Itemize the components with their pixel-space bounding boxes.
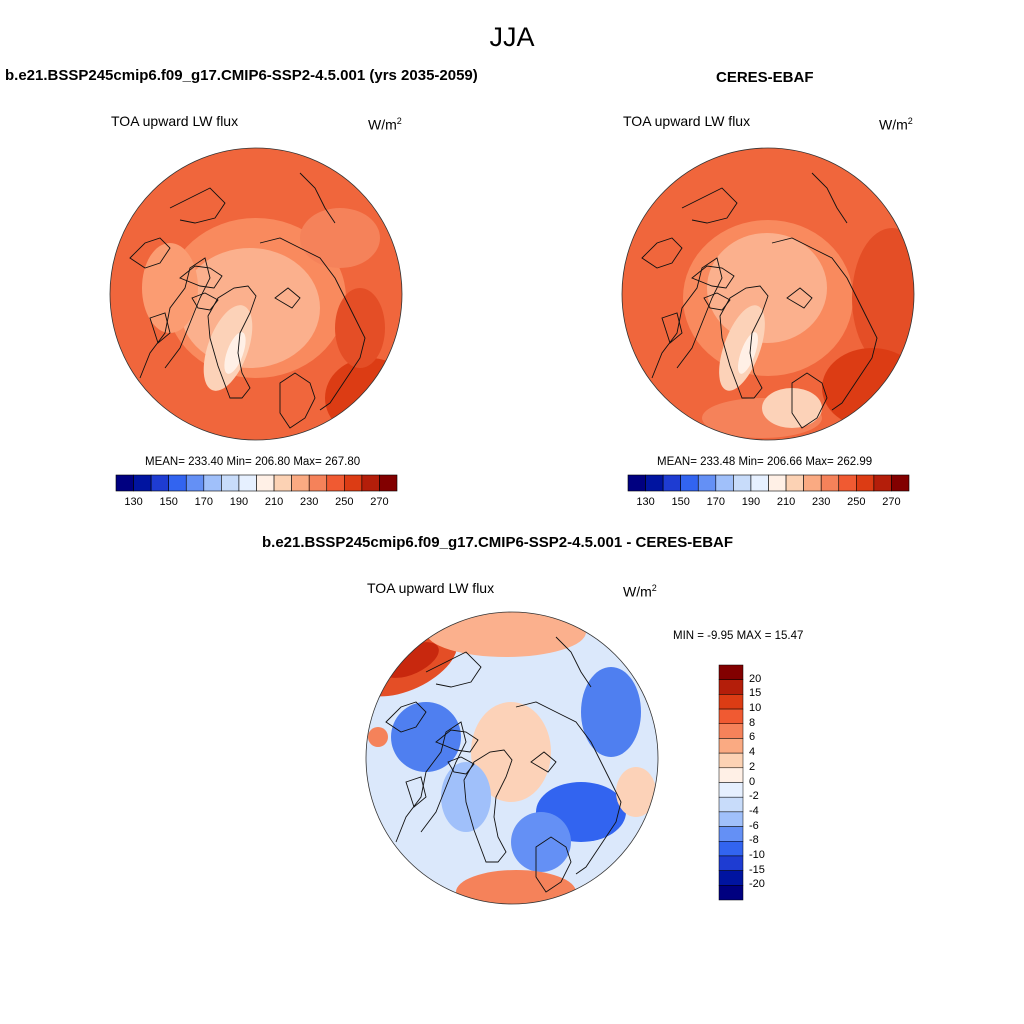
colorbar-swatch — [308, 474, 328, 492]
colorbar-swatch — [750, 474, 769, 492]
colorbar-tick-label: 0 — [749, 775, 756, 788]
colorbar-swatch — [718, 885, 744, 901]
colorbar-swatch — [718, 782, 744, 798]
colorbar-swatch — [185, 474, 205, 492]
panel1-stats: MEAN= 233.40 Min= 206.80 Max= 267.80 — [145, 456, 361, 468]
panel3-units-label: W/m2 — [623, 583, 657, 600]
colorbar-swatch — [873, 474, 892, 492]
panel2-units-label: W/m2 — [879, 116, 913, 133]
colorbar-tick-label: -15 — [749, 863, 765, 876]
colorbar-swatch — [718, 841, 744, 857]
colorbar-swatch — [820, 474, 840, 492]
colorbar-tick-label: 15 — [749, 687, 762, 700]
colorbar-swatch — [680, 474, 699, 492]
figure-title: JJA — [489, 22, 535, 52]
colorbar-tick-label: 230 — [812, 496, 831, 508]
colorbar-swatch — [662, 474, 681, 492]
colorbar-swatch — [803, 474, 822, 492]
panel1-title: b.e21.BSSP245cmip6.f09_g17.CMIP6-SSP2-4.… — [5, 67, 478, 84]
panel2-colorbar — [627, 474, 910, 492]
colorbar-tick-label: -4 — [749, 804, 759, 817]
colorbar-swatch — [697, 474, 717, 492]
colorbar-tick-label: 130 — [636, 496, 655, 508]
colorbar-tick-label: 230 — [300, 496, 319, 508]
panel2-polar-map — [621, 147, 915, 441]
colorbar-swatch — [133, 474, 152, 492]
colorbar-swatch — [856, 474, 875, 492]
colorbar-tick-label: 210 — [776, 496, 796, 508]
colorbar-swatch — [718, 723, 744, 739]
colorbar-swatch — [718, 826, 744, 842]
colorbar-swatch — [291, 474, 310, 492]
colorbar-tick-label: 130 — [124, 496, 143, 508]
colorbar-tick-label: -10 — [749, 848, 765, 861]
colorbar-swatch — [115, 474, 134, 492]
colorbar-swatch — [627, 474, 646, 492]
colorbar-swatch — [273, 474, 292, 492]
colorbar-swatch — [768, 474, 787, 492]
colorbar-swatch — [344, 474, 363, 492]
colorbar-tick-label: 6 — [749, 731, 756, 744]
colorbar-swatch — [203, 474, 222, 492]
colorbar-tick-label: 270 — [882, 496, 901, 508]
panel2-title: CERES-EBAF — [716, 69, 814, 86]
colorbar-tick-label: -20 — [749, 878, 765, 891]
colorbar-swatch — [645, 474, 664, 492]
colorbar-swatch — [256, 474, 275, 492]
colorbar-swatch — [361, 474, 380, 492]
panel3-colorbar — [718, 664, 744, 901]
colorbar-tick-label: 20 — [749, 672, 762, 685]
colorbar-tick-label: 150 — [671, 496, 690, 508]
colorbar-tick-label: 150 — [159, 496, 178, 508]
colorbar-swatch — [715, 474, 734, 492]
colorbar-tick-label: 10 — [749, 702, 762, 715]
colorbar-tick-label: 8 — [749, 716, 756, 729]
colorbar-swatch — [718, 708, 744, 724]
panel1-colorbar — [115, 474, 398, 492]
colorbar-swatch — [379, 474, 398, 492]
colorbar-swatch — [718, 738, 744, 754]
colorbar-tick-label: -8 — [749, 834, 759, 847]
colorbar-tick-label: 190 — [229, 496, 249, 508]
colorbar-tick-label: 210 — [264, 496, 284, 508]
colorbar-tick-label: 270 — [370, 496, 389, 508]
colorbar-tick-label: 4 — [749, 746, 756, 759]
colorbar-swatch — [168, 474, 187, 492]
colorbar-swatch — [891, 474, 910, 492]
colorbar-swatch — [718, 870, 744, 886]
panel3-polar-map — [365, 611, 659, 905]
colorbar-tick-label: 170 — [706, 496, 725, 508]
colorbar-swatch — [718, 679, 744, 695]
panel2-variable-label: TOA upward LW flux — [623, 113, 751, 129]
colorbar-swatch — [785, 474, 804, 492]
colorbar-tick-label: -2 — [749, 790, 759, 803]
colorbar-swatch — [718, 694, 744, 710]
colorbar-tick-label: 250 — [335, 496, 354, 508]
colorbar-swatch — [718, 811, 744, 827]
colorbar-swatch — [221, 474, 240, 492]
colorbar-tick-label: -6 — [749, 819, 759, 832]
colorbar-tick-label: 170 — [194, 496, 213, 508]
colorbar-swatch — [150, 474, 169, 492]
colorbar-swatch — [326, 474, 345, 492]
panel1-units-label: W/m2 — [368, 116, 402, 133]
colorbar-swatch — [718, 664, 744, 680]
colorbar-swatch — [238, 474, 257, 492]
colorbar-swatch — [718, 767, 744, 783]
colorbar-tick-label: 2 — [749, 760, 756, 773]
panel3-title: b.e21.BSSP245cmip6.f09_g17.CMIP6-SSP2-4.… — [262, 534, 734, 551]
colorbar-tick-label: 190 — [741, 496, 761, 508]
panel1-polar-map — [109, 147, 403, 441]
colorbar-tick-label: 250 — [847, 496, 866, 508]
colorbar-swatch — [718, 796, 744, 813]
panel3-variable-label: TOA upward LW flux — [367, 580, 495, 596]
panel1-variable-label: TOA upward LW flux — [111, 113, 239, 129]
colorbar-swatch — [838, 474, 857, 492]
colorbar-swatch — [718, 752, 744, 769]
panel2-stats: MEAN= 233.48 Min= 206.66 Max= 262.99 — [657, 456, 873, 468]
colorbar-swatch — [733, 474, 752, 492]
panel3-stats: MIN = -9.95 MAX = 15.47 — [673, 630, 804, 642]
colorbar-swatch — [718, 855, 744, 871]
